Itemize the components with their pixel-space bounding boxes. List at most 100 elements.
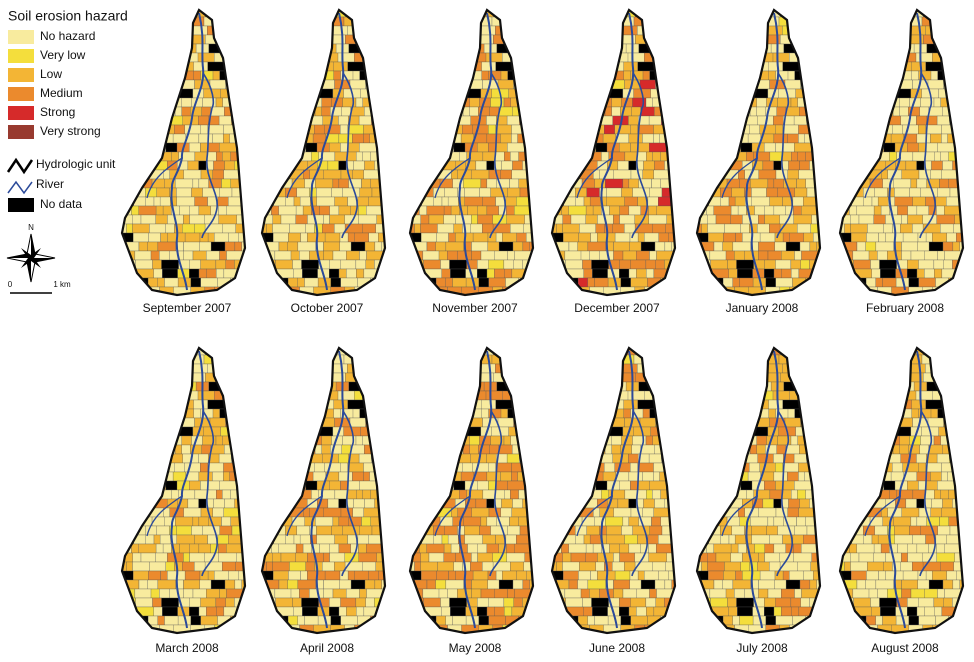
parcel <box>897 543 908 554</box>
hydrologic-unit <box>408 8 535 297</box>
parcel <box>561 52 576 63</box>
parcel <box>137 435 149 446</box>
parcel <box>480 588 495 599</box>
parcel <box>756 435 767 446</box>
parcel <box>507 187 521 198</box>
parcel <box>262 597 270 608</box>
parcel <box>132 561 150 572</box>
parcel <box>171 34 190 45</box>
parcel <box>871 453 888 464</box>
parcel <box>590 79 609 90</box>
parcel <box>654 634 669 643</box>
parcel <box>585 543 594 554</box>
parcel <box>297 381 305 392</box>
parcel <box>512 399 526 410</box>
parcel <box>671 241 675 252</box>
parcel <box>885 363 896 374</box>
parcel <box>715 214 731 225</box>
parcel <box>189 259 201 270</box>
parcel <box>878 232 886 243</box>
parcel <box>702 79 711 90</box>
parcel <box>287 453 294 464</box>
parcel <box>955 363 963 374</box>
parcel <box>915 52 933 63</box>
parcel <box>221 354 238 365</box>
parcel <box>350 579 366 590</box>
parcel <box>819 408 820 419</box>
parcel <box>590 417 609 428</box>
parcel <box>529 268 533 279</box>
parcel <box>301 259 319 270</box>
parcel <box>282 106 300 117</box>
parcel <box>305 348 320 356</box>
parcel <box>450 606 466 617</box>
parcel <box>198 453 209 464</box>
parcel <box>198 160 207 171</box>
parcel <box>794 588 802 599</box>
parcel <box>165 142 178 153</box>
parcel <box>697 444 706 455</box>
parcel <box>942 241 954 252</box>
parcel <box>423 124 434 135</box>
parcel <box>723 570 736 581</box>
parcel <box>507 142 525 153</box>
parcel <box>649 187 663 198</box>
parcel <box>867 223 884 234</box>
parcel <box>619 142 631 153</box>
parcel <box>379 43 385 54</box>
parcel <box>871 268 881 279</box>
parcel <box>875 241 894 252</box>
parcel <box>788 160 800 171</box>
parcel <box>697 88 702 99</box>
parcel <box>122 52 124 63</box>
parcel <box>796 178 806 189</box>
parcel <box>305 480 318 491</box>
parcel <box>161 426 173 437</box>
parcel <box>870 259 880 270</box>
parcel <box>123 52 133 63</box>
parcel <box>654 241 666 252</box>
parcel <box>547 296 560 305</box>
parcel <box>758 169 777 180</box>
parcel <box>273 570 289 581</box>
parcel <box>423 417 432 428</box>
parcel <box>957 634 965 643</box>
parcel <box>958 348 963 356</box>
parcel <box>612 561 625 572</box>
parcel <box>617 498 629 509</box>
parcel <box>949 390 963 401</box>
parcel <box>348 480 360 491</box>
legend-label: Strong <box>40 105 75 119</box>
parcel <box>753 43 772 54</box>
parcel <box>262 525 268 536</box>
parcel <box>697 16 709 27</box>
parcel <box>316 534 335 545</box>
parcel <box>140 115 148 126</box>
parcel <box>289 34 297 45</box>
parcel <box>707 471 720 482</box>
parcel <box>420 223 438 234</box>
hydrologic-unit <box>838 346 965 635</box>
parcel <box>289 561 306 572</box>
parcel <box>574 25 592 36</box>
parcel <box>592 606 608 617</box>
parcel <box>648 115 662 126</box>
parcel <box>181 444 191 455</box>
parcel <box>128 115 141 126</box>
parcel <box>936 543 945 554</box>
parcel <box>552 259 560 270</box>
parcel <box>575 124 589 135</box>
parcel <box>853 597 871 608</box>
parcel <box>246 98 262 107</box>
parcel <box>664 241 672 252</box>
parcel <box>262 408 275 419</box>
parcel <box>210 106 225 117</box>
parcel <box>356 268 365 279</box>
parcel <box>125 399 137 410</box>
parcel <box>433 534 443 545</box>
parcel <box>122 61 126 72</box>
parcel <box>361 286 371 295</box>
parcel <box>697 462 703 473</box>
parcel <box>285 124 299 135</box>
parcel <box>453 480 466 491</box>
